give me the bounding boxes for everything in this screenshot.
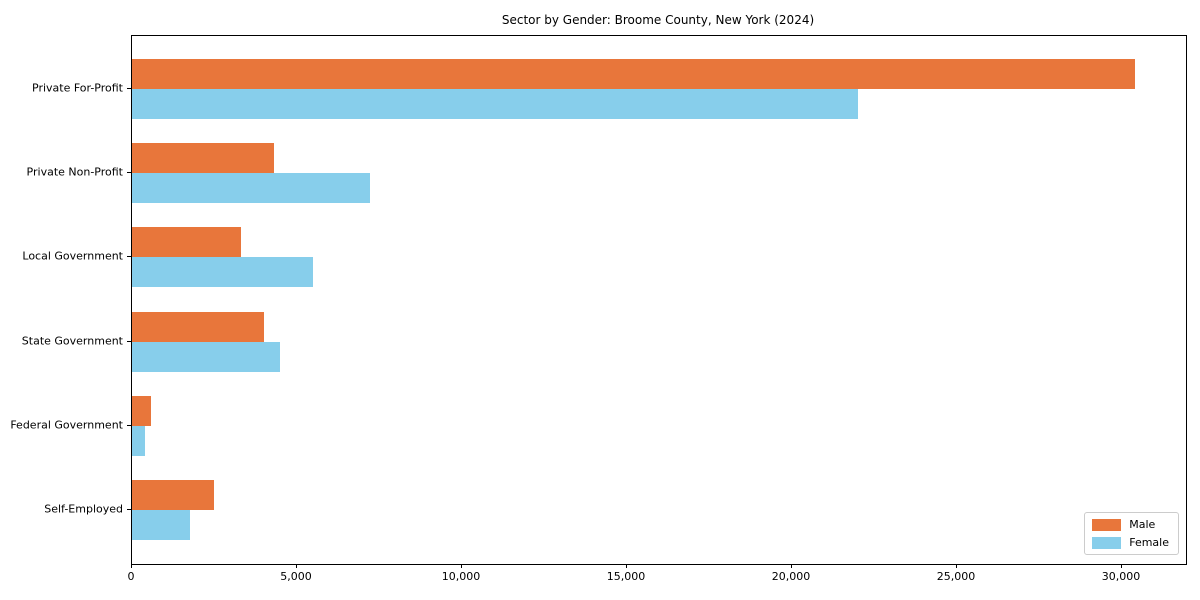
- y-tick-label: Federal Government: [10, 418, 123, 432]
- x-tick-mark: [626, 564, 627, 568]
- y-tick-label: Private For-Profit: [32, 81, 123, 95]
- plot-area: Male Female: [131, 35, 1187, 565]
- bar-female-5: [132, 425, 145, 456]
- x-tick-mark: [956, 564, 957, 568]
- x-tick-mark: [461, 564, 462, 568]
- chart-title: Sector by Gender: Broome County, New Yor…: [501, 13, 815, 27]
- x-tick-mark: [791, 564, 792, 568]
- x-tick-mark: [131, 564, 132, 568]
- bar-male-4: [132, 311, 264, 342]
- legend-item-male: Male: [1092, 518, 1169, 531]
- bar-female-3: [132, 257, 313, 288]
- legend-label-female: Female: [1129, 536, 1169, 549]
- bar-male-1: [132, 59, 1135, 89]
- x-tick-label: 20,000: [771, 570, 811, 583]
- bar-male-6: [132, 480, 214, 510]
- legend-item-female: Female: [1092, 536, 1169, 549]
- x-tick-label: 15,000: [606, 570, 646, 583]
- y-tick-label: State Government: [21, 334, 123, 348]
- bar-female-4: [132, 341, 280, 372]
- legend-label-male: Male: [1129, 518, 1156, 531]
- x-tick-mark: [296, 564, 297, 568]
- bar-female-2: [132, 173, 370, 204]
- y-tick-mark: [127, 340, 131, 342]
- y-tick-label: Local Government: [22, 249, 123, 263]
- legend-swatch-male: [1092, 518, 1122, 531]
- legend-swatch-female: [1092, 536, 1122, 549]
- x-tick-label: 25,000: [936, 570, 976, 583]
- x-tick-label: 5,000: [280, 570, 312, 583]
- x-tick-label: 10,000: [441, 570, 481, 583]
- y-tick-mark: [127, 256, 131, 258]
- x-tick-label: 0: [127, 570, 135, 583]
- y-tick-mark: [127, 509, 131, 510]
- x-tick-mark: [1121, 564, 1122, 568]
- y-tick-label: Self-Employed: [44, 502, 123, 516]
- legend: Male Female: [1084, 512, 1179, 555]
- bar-female-1: [132, 89, 858, 119]
- bar-male-3: [132, 227, 241, 258]
- bar-male-5: [132, 395, 151, 426]
- bar-female-6: [132, 510, 190, 540]
- y-tick-label: Private Non-Profit: [26, 165, 123, 179]
- bar-male-2: [132, 143, 274, 174]
- y-tick-mark: [127, 88, 131, 89]
- x-tick-label: 30,000: [1101, 570, 1141, 583]
- y-tick-mark: [127, 172, 131, 174]
- y-tick-mark: [127, 424, 131, 426]
